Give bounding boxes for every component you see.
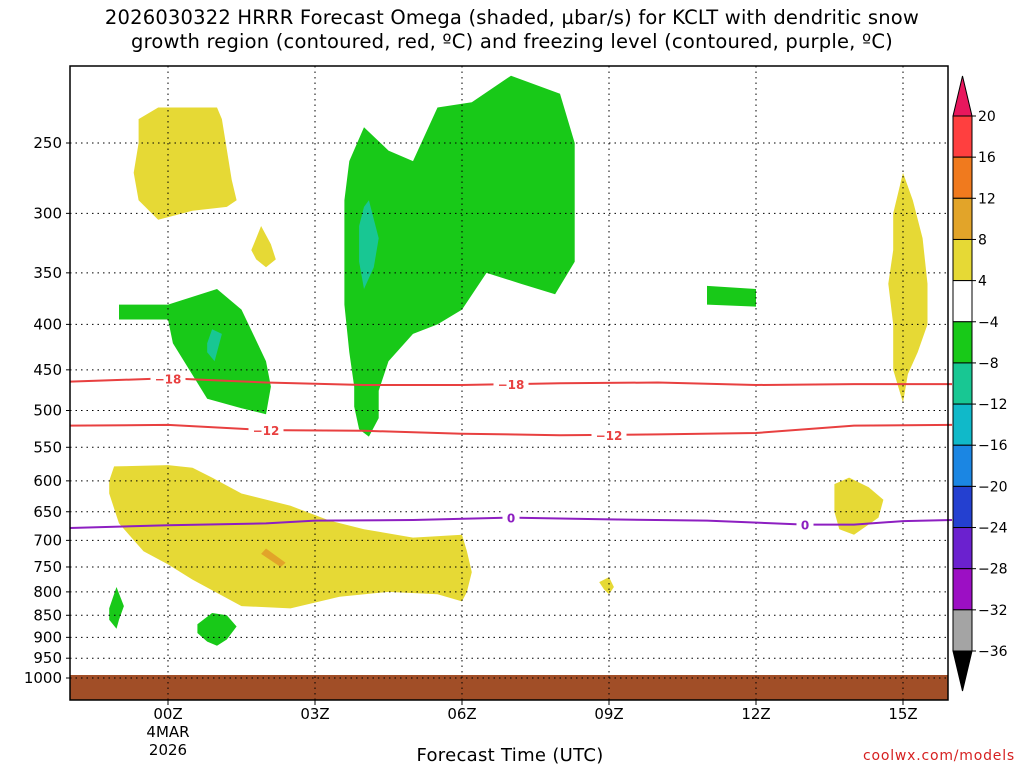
y-tick-label: 750 xyxy=(33,558,62,576)
y-tick-label: 850 xyxy=(33,606,62,624)
x-axis-label: Forecast Time (UTC) xyxy=(416,745,604,766)
omega-shading-layer xyxy=(70,75,948,700)
y-tick-label: 600 xyxy=(33,472,62,490)
omega-region-6 xyxy=(359,200,379,289)
contour-label-bg xyxy=(796,517,814,532)
omega-region-14 xyxy=(197,613,237,646)
y-tick-label: 900 xyxy=(33,628,62,646)
y-tick-label: 350 xyxy=(33,264,62,282)
x-tick-label: 09Z xyxy=(594,705,623,723)
colorbar-top-arrow xyxy=(952,75,973,117)
title-line-2: growth region (contoured, red, ºC) and f… xyxy=(131,30,893,53)
y-tick-label: 250 xyxy=(33,134,62,152)
colorbar-bin-1 xyxy=(952,115,973,158)
y-tick-label: 450 xyxy=(33,361,62,379)
y-tick-label: 500 xyxy=(33,402,62,420)
contour-label: −18 xyxy=(498,378,525,392)
omega-region-7 xyxy=(707,285,756,307)
contour-label-bg xyxy=(493,377,529,392)
contour-label-bg xyxy=(248,423,284,438)
omega-region-5 xyxy=(344,75,575,437)
colorbar-bin-7 xyxy=(952,362,973,405)
x-tick-date: 4MAR xyxy=(146,723,189,741)
y-tick-label: 700 xyxy=(33,531,62,549)
colorbar-label: 8 xyxy=(978,232,987,248)
contour-label-bg xyxy=(502,510,520,525)
y-tick-label: 950 xyxy=(33,649,62,667)
colorbar-bin-5 xyxy=(952,280,973,323)
omega-region-1 xyxy=(133,107,237,220)
contour-layer: −18 −18 −12 −12 0 0 xyxy=(69,371,953,533)
contour-label: 0 xyxy=(801,519,809,533)
colorbar-label: −24 xyxy=(978,521,1008,537)
colorbar-label: −36 xyxy=(978,644,1008,660)
colorbar-bin-3 xyxy=(952,197,973,240)
colorbar-bin-10 xyxy=(952,485,973,529)
y-tick-label: 1000 xyxy=(24,669,62,687)
contour-label: −12 xyxy=(253,424,280,438)
y-tick-label: 800 xyxy=(33,583,62,601)
contour-line-3 xyxy=(69,516,953,530)
colorbar-bin-8 xyxy=(952,403,973,446)
grid-layer xyxy=(70,66,948,700)
omega-region-12 xyxy=(834,477,884,535)
colorbar-label: −16 xyxy=(978,438,1008,454)
x-tick-label: 03Z xyxy=(300,705,329,723)
colorbar-bin-4 xyxy=(952,238,973,282)
colorbar-label: 4 xyxy=(978,274,987,290)
y-tick-label: 550 xyxy=(33,438,62,456)
colorbar-label: −20 xyxy=(978,479,1008,495)
x-tick-label: 06Z xyxy=(447,705,476,723)
omega-region-2 xyxy=(251,226,276,268)
colorbar-label: −32 xyxy=(978,603,1008,619)
contour-label: 0 xyxy=(507,512,515,526)
colorbar-label: 12 xyxy=(978,191,996,207)
omega-region-9 xyxy=(109,465,472,609)
colorbar-label: −8 xyxy=(978,356,999,372)
x-tick-label: 00Z xyxy=(153,705,182,723)
colorbar-bin-13 xyxy=(952,609,973,652)
contour-label: −12 xyxy=(596,429,623,443)
colorbar-bin-2 xyxy=(952,156,973,199)
contour-line-2 xyxy=(69,423,953,437)
colorbar-bottom-arrow xyxy=(952,650,973,692)
title-line-1: 2026030322 HRRR Forecast Omega (shaded, … xyxy=(104,6,920,29)
colorbar-label: −4 xyxy=(978,315,999,331)
plot-frame xyxy=(69,65,949,701)
colorbar-label: −28 xyxy=(978,562,1008,578)
chart-title: 2026030322 HRRR Forecast Omega (shaded, … xyxy=(0,6,1024,54)
colorbar-bin-9 xyxy=(952,444,973,487)
colorbar: 20 16 12 8 4 −4 −8 −12 −16 −20 −24 −28 −32 −36 xyxy=(952,75,1008,692)
contour-label-bg xyxy=(150,371,186,386)
y-tick-label: 400 xyxy=(33,315,62,333)
ground-surface xyxy=(70,675,948,700)
x-tick-label: 12Z xyxy=(741,705,770,723)
colorbar-bin-12 xyxy=(952,568,973,611)
contour-label-bg xyxy=(591,427,627,442)
omega-region-10 xyxy=(261,548,286,567)
x-tick-year: 2026 xyxy=(149,741,187,759)
axes-layer: 250 300 350 400 450 500 550 600 650 700 750 800 850 9… xyxy=(24,65,949,759)
colorbar-label: −12 xyxy=(978,397,1008,413)
contour-label: −18 xyxy=(155,372,182,386)
y-tick-label: 650 xyxy=(33,503,62,521)
colorbar-bin-6 xyxy=(952,321,973,364)
omega-region-4 xyxy=(207,329,222,362)
omega-region-8 xyxy=(888,172,928,403)
x-tick-label: 15Z xyxy=(888,705,917,723)
colorbar-label: 20 xyxy=(978,109,996,125)
omega-region-3 xyxy=(119,289,271,415)
y-tick-label: 300 xyxy=(33,204,62,222)
omega-region-13 xyxy=(109,587,124,629)
colorbar-label: 16 xyxy=(978,150,996,166)
colorbar-bin-11 xyxy=(952,527,973,570)
omega-region-11 xyxy=(599,577,614,595)
credit-link[interactable]: coolwx.com/models xyxy=(862,748,1015,764)
